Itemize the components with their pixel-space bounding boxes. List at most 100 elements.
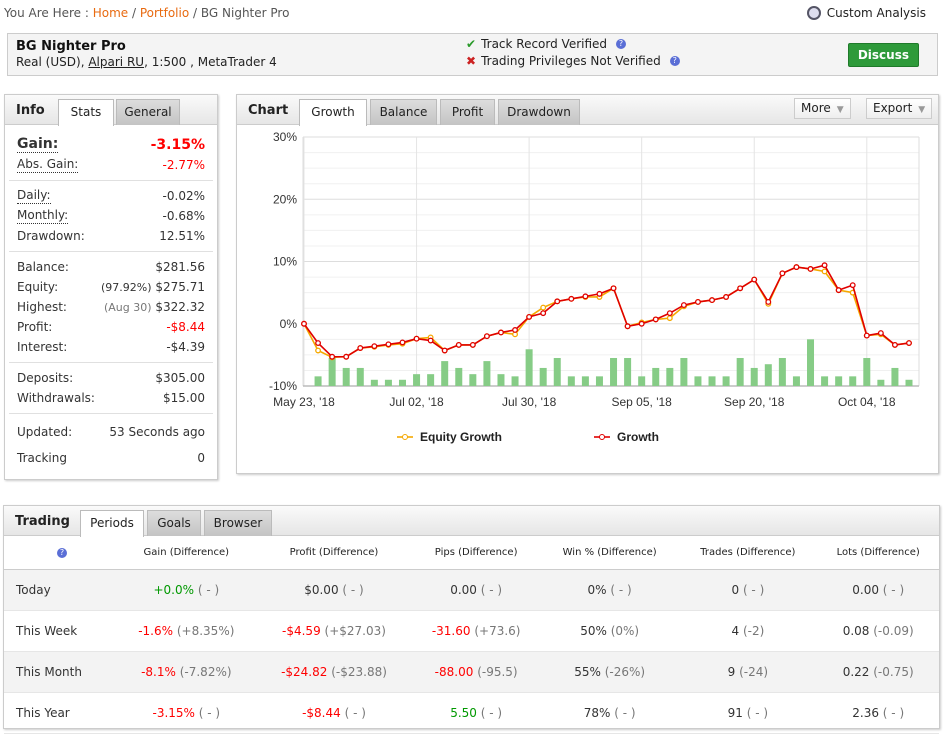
help-icon[interactable]: ? [616, 39, 627, 49]
cell-difference: (-2) [742, 623, 765, 638]
column-header: Pips (Difference) [411, 536, 541, 570]
profit-value: -$8.44 [166, 320, 205, 334]
volume-bar [905, 379, 913, 386]
cell-difference: ( - ) [882, 705, 905, 720]
y-tick-label: -10% [269, 379, 297, 393]
volume-bar [427, 374, 435, 386]
info-panel: Info Stats General Gain: -3.15% Abs. Gain… [4, 94, 218, 480]
volume-bar [328, 357, 336, 386]
custom-analysis-link[interactable]: Custom Analysis [806, 6, 926, 20]
data-point [793, 264, 800, 271]
data-point [779, 270, 786, 277]
tab-balance[interactable]: Balance [370, 99, 437, 125]
volume-bar [511, 376, 519, 386]
breadcrumb-portfolio-link[interactable]: Portfolio [139, 6, 190, 20]
tab-drawdown[interactable]: Drawdown [498, 99, 580, 125]
withdrawals-label: Withdrawals: [17, 391, 95, 405]
table-cell: 0.22 (-0.75) [817, 651, 939, 693]
abs-gain-label[interactable]: Abs. Gain: [17, 157, 79, 173]
highest-date: (Aug 30) [103, 301, 152, 314]
cell-value: -8.1% [141, 664, 176, 679]
tab-stats[interactable]: Stats [58, 99, 114, 126]
chart-panel: Chart Growth Balance Profit Drawdown Mor… [236, 94, 939, 474]
data-point [751, 276, 758, 283]
data-point [498, 329, 504, 336]
gain-value: -3.15% [150, 137, 205, 153]
data-point [666, 315, 673, 322]
cell-value: 0.22 [842, 664, 870, 679]
cell-difference: (0%) [610, 623, 640, 638]
privileges-label: Trading Privileges Not Verified [481, 54, 661, 68]
gain-row: Gain: -3.15% [5, 135, 217, 155]
data-point [863, 332, 870, 339]
cell-difference: ( - ) [742, 582, 765, 597]
tab-general[interactable]: General [116, 99, 180, 125]
volume-bar [835, 376, 843, 386]
cell-difference: ( - ) [882, 582, 905, 597]
cell-difference: (+8.35%) [176, 623, 235, 638]
tab-goals[interactable]: Goals [147, 510, 201, 536]
table-cell: 91 ( - ) [678, 692, 818, 734]
table-cell: 55% (-26%) [540, 651, 679, 693]
account-details: Real (USD), Alpari RU, 1:500 , MetaTrade… [16, 55, 277, 69]
table-row: This Year -3.15% ( - ) -$8.44 ( - ) 5.50 ( … [4, 692, 939, 734]
cell-value: 9 [727, 664, 736, 679]
tab-browser[interactable]: Browser [204, 510, 272, 536]
volume-bar [863, 357, 871, 386]
help-icon[interactable]: ? [57, 547, 67, 558]
volume-bar [708, 376, 716, 386]
discuss-button[interactable]: Discuss [847, 43, 919, 67]
table-cell: $0.00 ( - ) [256, 569, 412, 611]
gain-label[interactable]: Gain: [17, 136, 59, 153]
data-point [877, 330, 884, 337]
interest-label: Interest: [17, 340, 68, 354]
export-dropdown[interactable]: Export ▼ [866, 98, 933, 119]
tab-periods[interactable]: Periods [80, 510, 144, 537]
help-icon[interactable]: ? [669, 56, 680, 66]
cell-value: -31.60 [431, 623, 471, 638]
table-row: This Week -1.6% (+8.35%) -$4.59 (+$27.03) -… [4, 610, 939, 652]
cell-value: 0% [587, 582, 607, 597]
cell-value: 4 [731, 623, 740, 638]
column-header: Trades (Difference) [678, 536, 818, 570]
cell-value: -$24.82 [281, 664, 328, 679]
tab-profit[interactable]: Profit [440, 99, 495, 125]
volume-bar [483, 361, 491, 386]
table-row: This Month -8.1% (-7.82%) -$24.82 (-$23.88… [4, 651, 939, 693]
data-point [512, 327, 518, 333]
broker-link[interactable]: Alpari RU [88, 55, 145, 69]
balance-value: $281.56 [155, 260, 205, 274]
monthly-label[interactable]: Monthly: [17, 208, 69, 224]
breadcrumb-prefix: You Are Here : [4, 6, 89, 20]
x-tick-label: Oct 04, '18 [838, 395, 896, 409]
cell-value: 5.50 [450, 705, 477, 720]
tab-growth[interactable]: Growth [299, 99, 367, 126]
cell-difference: (-0.75) [873, 664, 914, 679]
profit-row: Profit: -$8.44 [5, 317, 217, 337]
cell-difference: (-0.09) [873, 623, 914, 638]
account-header: BG Nighter Pro Real (USD), Alpari RU, 1:… [7, 33, 938, 76]
drawdown-row: Drawdown: 12.51% [5, 226, 217, 246]
abs-gain-value: -2.77% [162, 158, 205, 172]
volume-bar [455, 367, 463, 386]
more-dropdown[interactable]: More ▼ [794, 98, 851, 119]
profit-label: Profit: [17, 320, 53, 334]
cell-value: -1.6% [138, 623, 174, 638]
volume-bar [891, 367, 899, 386]
volume-bar [567, 376, 575, 386]
breadcrumb-home-link[interactable]: Home [92, 6, 129, 20]
daily-label[interactable]: Daily: [17, 188, 51, 204]
custom-analysis-label: Custom Analysis [826, 6, 926, 20]
tracking-value: 0 [197, 451, 205, 465]
cell-difference: ( - ) [746, 705, 769, 720]
volume-bar [525, 349, 533, 386]
account-name: BG Nighter Pro [16, 39, 126, 54]
cell-difference: ( - ) [614, 705, 636, 720]
data-point [807, 266, 814, 272]
period-label: This Week [4, 610, 116, 652]
data-point [737, 285, 744, 292]
volume-bar [624, 357, 632, 386]
volume-bar [398, 379, 406, 386]
cell-difference: (-24) [739, 664, 769, 679]
data-point [849, 282, 856, 289]
